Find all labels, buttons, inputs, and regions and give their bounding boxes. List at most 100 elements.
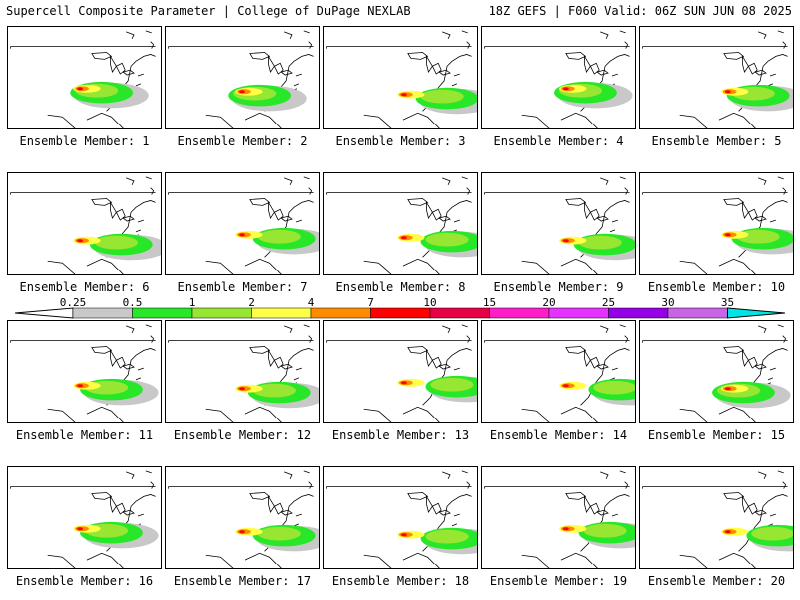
colorbar-tick-label: 0.5 [122,296,143,309]
state-borders [326,192,472,274]
ensemble-map [484,470,635,568]
ensemble-member-label: Ensemble Member: 8 [335,280,466,294]
great-lakes [565,198,609,222]
colorbar-swatch [489,307,550,319]
colorbar-tick-label: 10 [423,296,437,309]
ensemble-map-panel [639,320,794,423]
colorbar-tick-label: 0.25 [59,296,87,309]
ensemble-map [484,324,635,422]
colorbar-swatch [667,307,728,319]
colorbar-tick-label: 20 [542,296,556,309]
colorbar-swatch [251,307,312,319]
state-borders [484,340,630,422]
state-borders [168,192,314,274]
state-borders [10,46,156,128]
colorbar-tick-label: 35 [720,296,735,309]
scp-light-green [257,229,301,244]
coastline [758,324,787,386]
scp-red [77,239,84,243]
coastline [442,470,471,532]
ensemble-member-label: Ensemble Member: 9 [493,280,624,294]
ensemble-member-label: Ensemble Member: 6 [19,280,150,294]
scp-light-green [420,89,464,104]
ensemble-map-panel [481,466,636,569]
great-lakes [91,346,135,370]
colorbar-tick-label: 15 [482,296,497,309]
ensemble-map-panel [639,172,794,275]
ensemble-map-panel [481,172,636,275]
ensemble-member-label: Ensemble Member: 11 [15,428,154,442]
coastline [600,176,629,238]
ensemble-member-label: Ensemble Member: 20 [647,574,786,588]
scp-red [562,384,569,388]
ensemble-map-panel [7,26,162,129]
ensemble-map [484,30,633,128]
colorbar-swatch [310,307,371,319]
scp-red [400,93,407,97]
ensemble-map-panel [165,320,320,423]
ensemble-map [168,324,319,422]
scp-red [239,90,245,94]
ensemble-map [10,176,161,274]
ensemble-member-label: Ensemble Member: 3 [335,134,466,148]
ensemble-map-panel [639,26,794,129]
scp-red [239,387,245,391]
scp-light-green [583,523,627,538]
colorbar-tick-label: 30 [661,296,675,309]
great-lakes [723,492,767,516]
scp-light-green [751,526,793,541]
scp-red [400,381,407,385]
great-lakes [91,198,135,222]
coastline [126,324,155,386]
coastline [126,176,155,238]
ensemble-map-panel [323,320,478,423]
state-borders [642,192,788,274]
coastline [758,470,787,532]
ensemble-member-label: Ensemble Member: 18 [331,574,470,588]
scp-red [77,527,84,531]
great-lakes [249,346,293,370]
scp-light-green [425,232,469,247]
ensemble-map [168,470,319,568]
ensemble-member-label: Ensemble Member: 10 [647,280,786,294]
ensemble-map-panel [323,466,478,569]
ensemble-member-label: Ensemble Member: 4 [493,134,624,148]
scp-red [239,233,245,237]
ensemble-member-label: Ensemble Member: 17 [173,574,312,588]
ensemble-map [326,324,477,422]
scp-red [239,530,245,534]
great-lakes [407,52,451,76]
state-borders [484,486,630,568]
state-borders [326,340,472,422]
great-lakes [91,492,135,516]
ensemble-map-panel [323,172,478,275]
ensemble-map [326,470,477,568]
state-borders [642,46,788,128]
ensemble-map-panel [7,320,162,423]
state-borders [10,486,156,568]
ensemble-map [10,324,159,422]
ensemble-map [642,324,791,422]
great-lakes [565,52,609,76]
ensemble-map [326,176,477,274]
ensemble-member-label: Ensemble Member: 15 [647,428,786,442]
scp-light-green [578,235,622,250]
ensemble-member-label: Ensemble Member: 16 [15,574,154,588]
ensemble-map [642,470,793,568]
great-lakes [407,346,451,370]
state-borders [10,192,156,274]
ensemble-map [484,176,635,274]
colorbar-tick-label: 1 [188,296,196,309]
colorbar-swatch [191,307,252,319]
coastline [126,470,155,532]
ensemble-member-label: Ensemble Member: 2 [177,134,308,148]
ensemble-map-panel [165,172,320,275]
scp-red [77,384,84,388]
coastline [442,324,471,386]
ensemble-map [326,30,477,128]
ensemble-map-panel [165,466,320,569]
colorbar-swatch [548,307,609,319]
coastline [600,470,629,532]
colorbar-swatch [72,307,133,319]
ensemble-member-label: Ensemble Member: 14 [489,428,628,442]
